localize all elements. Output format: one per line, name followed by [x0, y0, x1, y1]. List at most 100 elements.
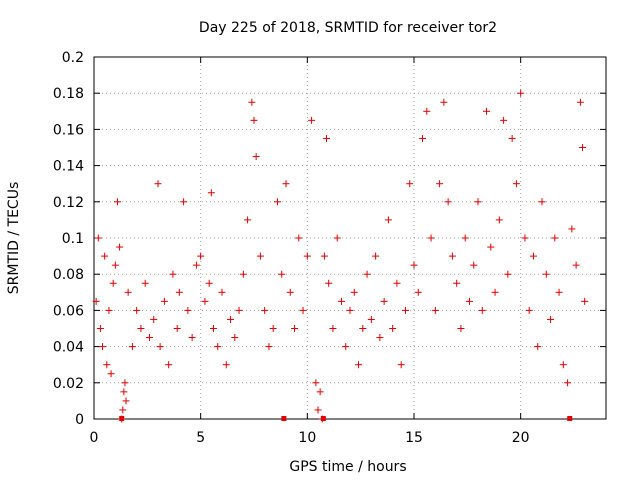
data-point [105, 306, 113, 314]
data-point [282, 180, 290, 188]
data-point [564, 379, 572, 387]
data-point [188, 334, 196, 342]
data-point [175, 288, 183, 296]
tick-labels: 0 5 10 15 20 0 0.02 0.04 0.06 0.08 0.1 0.12 0.14 0.16… [53, 50, 530, 446]
data-point [504, 270, 512, 278]
data-point [483, 107, 491, 115]
data-point [525, 306, 533, 314]
data-point [427, 234, 435, 242]
data-point [491, 288, 499, 296]
data-point [214, 343, 222, 351]
data-point [440, 98, 448, 106]
data-point [99, 343, 107, 351]
data-points [92, 89, 589, 423]
data-point [372, 252, 380, 260]
data-point [316, 388, 324, 396]
data-point [559, 361, 567, 369]
data-point [384, 216, 392, 224]
data-point [120, 388, 128, 396]
zero-marker [119, 416, 125, 421]
data-point [534, 343, 542, 351]
data-point [521, 234, 529, 242]
data-point [222, 361, 230, 369]
data-point [410, 261, 418, 269]
zero-marker [567, 416, 573, 421]
data-point [124, 288, 132, 296]
data-point [448, 252, 456, 260]
y-tick-label: 0.06 [53, 303, 84, 319]
data-point [342, 343, 350, 351]
data-point [291, 325, 299, 332]
data-point [444, 198, 452, 206]
chart-title: Day 225 of 2018, SRMTID for receiver tor… [199, 20, 497, 36]
data-point [286, 288, 294, 296]
data-point [103, 361, 111, 369]
data-point [325, 279, 333, 287]
data-point [500, 116, 508, 124]
y-axis-label: SRMTID / TECUs [6, 182, 22, 295]
data-point [431, 306, 439, 314]
data-point [201, 297, 209, 305]
data-point [436, 180, 444, 188]
data-point [141, 279, 149, 287]
data-point [299, 306, 307, 314]
x-tick-label: 20 [512, 430, 530, 446]
data-point [333, 234, 341, 242]
data-point [380, 297, 388, 305]
data-point [101, 252, 109, 260]
data-point [116, 243, 124, 251]
data-point [94, 234, 102, 242]
data-point [401, 306, 409, 314]
data-point [119, 406, 127, 414]
data-point [389, 325, 397, 332]
data-point [576, 98, 584, 106]
data-point [218, 288, 226, 296]
y-tick-label: 0.08 [53, 267, 84, 283]
data-point [363, 270, 371, 278]
y-tick-label: 0.04 [53, 340, 84, 356]
data-point [184, 306, 192, 314]
data-point [367, 315, 375, 323]
data-point [337, 297, 345, 305]
data-point [397, 361, 405, 369]
data-point [180, 198, 188, 206]
data-point [111, 261, 119, 269]
data-point [461, 234, 469, 242]
data-point [156, 343, 164, 351]
data-point [121, 379, 129, 387]
data-point [323, 134, 331, 142]
data-point [457, 325, 465, 332]
y-tick-label: 0.14 [53, 159, 84, 175]
data-point [487, 243, 495, 251]
data-point [173, 325, 181, 332]
data-point [207, 189, 215, 197]
data-point [96, 325, 104, 332]
data-point [572, 261, 580, 269]
data-point [308, 116, 316, 124]
x-axis-label: GPS time / hours [289, 459, 406, 475]
data-point [312, 379, 320, 387]
data-point [346, 306, 354, 314]
data-point [150, 315, 158, 323]
data-point [453, 279, 461, 287]
y-tick-label: 0.2 [62, 50, 84, 66]
data-point [376, 334, 384, 342]
data-point [350, 288, 358, 296]
data-point [314, 406, 322, 414]
data-point [235, 306, 243, 314]
data-point [209, 325, 217, 332]
data-point [465, 297, 473, 305]
data-point [269, 325, 277, 332]
data-point [154, 180, 162, 188]
data-point [419, 134, 427, 142]
data-point [165, 361, 173, 369]
x-tick-label: 5 [196, 430, 205, 446]
data-point [169, 270, 177, 278]
data-point [495, 216, 503, 224]
y-tick-label: 0.02 [53, 376, 84, 392]
data-point [256, 252, 264, 260]
zero-marker [281, 416, 287, 421]
data-point [248, 98, 256, 106]
data-point [128, 343, 136, 351]
